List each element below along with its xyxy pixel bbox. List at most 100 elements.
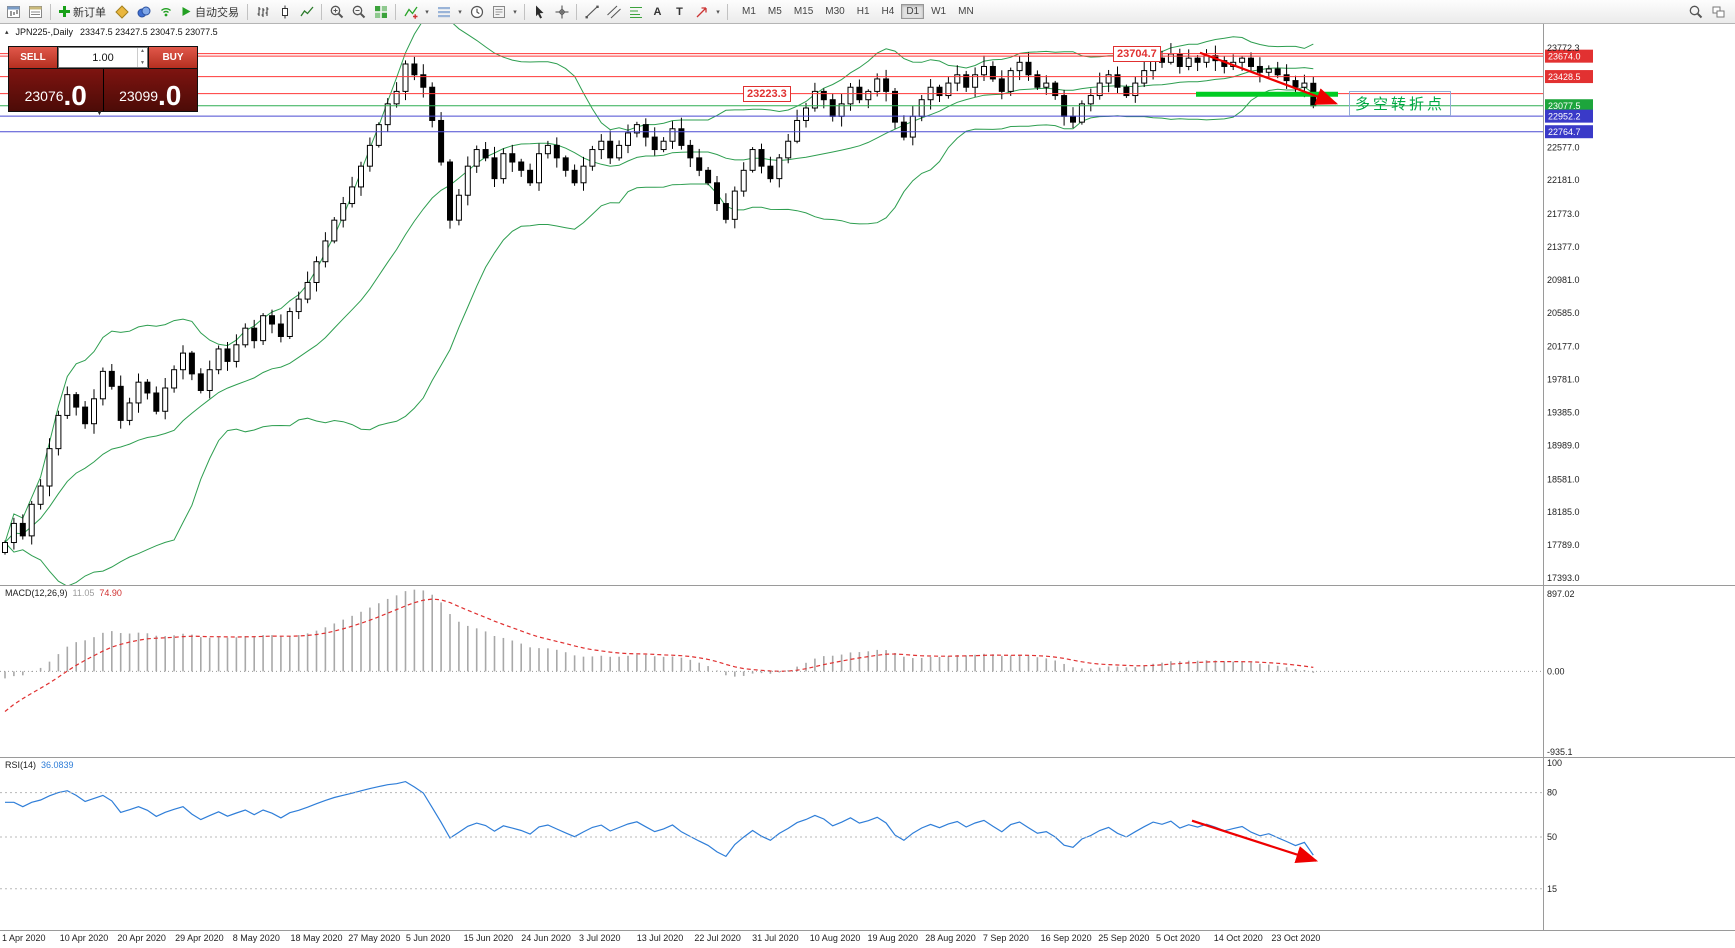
svg-text:18989.0: 18989.0: [1547, 440, 1580, 450]
timeframe-h1[interactable]: H1: [852, 4, 875, 19]
new-order-button[interactable]: 新订单: [55, 2, 110, 21]
volume-down-icon[interactable]: ▼: [140, 60, 145, 66]
candlestick-chart-button[interactable]: [274, 2, 295, 21]
zoom-in-icon: [330, 5, 343, 18]
profiles-button[interactable]: [25, 2, 46, 21]
timeframe-m5[interactable]: M5: [763, 4, 787, 19]
bar-chart-button[interactable]: [252, 2, 273, 21]
svg-text:19781.0: 19781.0: [1547, 375, 1580, 385]
zoom-out-button[interactable]: [348, 2, 369, 21]
periods-icon: [437, 6, 450, 17]
svg-text:13 Jul 2020: 13 Jul 2020: [637, 933, 684, 943]
profiles-icon: [28, 5, 42, 18]
new-chart-icon: [6, 5, 20, 18]
svg-text:31 Jul 2020: 31 Jul 2020: [752, 933, 799, 943]
zoom-in-button[interactable]: [326, 2, 347, 21]
search-button[interactable]: [1685, 2, 1706, 21]
svg-text:18 May 2020: 18 May 2020: [291, 933, 343, 943]
channel-button[interactable]: [603, 2, 624, 21]
market-depth-button[interactable]: [111, 2, 132, 21]
label-tool-button[interactable]: T: [669, 2, 690, 21]
svg-text:25 Sep 2020: 25 Sep 2020: [1098, 933, 1149, 943]
svg-text:20 Apr 2020: 20 Apr 2020: [117, 933, 166, 943]
new-chart-button[interactable]: [3, 2, 24, 21]
turning-point-annotation[interactable]: 多空转折点: [1349, 91, 1452, 116]
sell-price[interactable]: 23076.0: [9, 69, 103, 111]
fibonacci-button[interactable]: [625, 2, 646, 21]
trade-panel-top-row: SELL 1.00 ▲ ▼ BUY: [9, 47, 197, 68]
svg-text:22181.0: 22181.0: [1547, 175, 1580, 185]
timeframe-d1[interactable]: D1: [901, 4, 925, 19]
text-tool-button[interactable]: A: [647, 2, 668, 21]
timeframe-m30[interactable]: M30: [820, 4, 849, 19]
data-window-button[interactable]: [133, 2, 154, 21]
zoom-out-icon: [352, 5, 365, 18]
svg-text:24 Jun 2020: 24 Jun 2020: [521, 933, 571, 943]
trade-panel-collapse-icon[interactable]: ▼: [96, 110, 103, 117]
templates-menu-caret[interactable]: ▾: [513, 8, 517, 16]
objects-menu-caret[interactable]: ▾: [716, 8, 720, 16]
buy-price[interactable]: 23099.0: [102, 69, 197, 111]
svg-text:20585.0: 20585.0: [1547, 308, 1580, 318]
resistance-price-tag[interactable]: 23704.7: [1113, 46, 1161, 62]
volume-input[interactable]: 1.00 ▲ ▼: [58, 47, 148, 68]
svg-text:22764.7: 22764.7: [1548, 127, 1581, 137]
text-tool-icon: A: [653, 5, 662, 18]
timeframe-mn[interactable]: MN: [953, 4, 979, 19]
indicators-menu-caret[interactable]: ▾: [425, 8, 429, 16]
svg-text:16 Sep 2020: 16 Sep 2020: [1041, 933, 1092, 943]
periods-button[interactable]: [433, 2, 454, 21]
indicators-button[interactable]: [400, 2, 421, 21]
templates-button[interactable]: [488, 2, 509, 21]
volume-up-icon[interactable]: ▲: [140, 48, 145, 54]
sell-button[interactable]: SELL: [9, 47, 57, 68]
svg-text:14 Oct 2020: 14 Oct 2020: [1214, 933, 1263, 943]
toolbar-separator: [576, 3, 577, 20]
timeframe-h4[interactable]: H4: [877, 4, 900, 19]
ohlc-values: 23347.5 23427.5 23047.5 23077.5: [80, 27, 218, 37]
timeframe-m1[interactable]: M1: [737, 4, 761, 19]
signals-icon: [160, 7, 171, 16]
trendline-button[interactable]: [581, 2, 602, 21]
toolbar-separator: [395, 3, 396, 20]
timeframe-m15[interactable]: M15: [789, 4, 818, 19]
svg-text:897.02: 897.02: [1547, 589, 1575, 599]
windows-button[interactable]: [1708, 2, 1729, 21]
line-chart-button[interactable]: [296, 2, 317, 21]
rsi-name: RSI(14): [5, 760, 37, 770]
signals-button[interactable]: [155, 2, 176, 21]
toolbar-right-group: [1685, 2, 1732, 21]
periods-menu-caret[interactable]: ▾: [458, 8, 462, 16]
cursor-icon: [535, 5, 543, 18]
auto-trading-button[interactable]: 自动交易: [177, 2, 243, 21]
svg-text:28 Aug 2020: 28 Aug 2020: [925, 933, 976, 943]
rsi-indicator-label: RSI(14) 36.0839: [5, 760, 74, 770]
toolbar-separator: [247, 3, 248, 20]
timeframe-w1[interactable]: W1: [926, 4, 951, 19]
one-click-trading-panel: SELL 1.00 ▲ ▼ BUY 23076.0 23099.0: [8, 46, 198, 112]
svg-text:0.00: 0.00: [1547, 666, 1565, 676]
buy-button[interactable]: BUY: [149, 47, 197, 68]
arrow-tool-button[interactable]: [691, 2, 712, 21]
time-button[interactable]: [466, 2, 487, 21]
fibonacci-icon: [629, 6, 642, 18]
tile-windows-icon: [374, 5, 387, 18]
search-icon: [1689, 5, 1702, 18]
support-price-tag[interactable]: 23223.3: [743, 86, 791, 102]
volume-value: 1.00: [92, 51, 114, 64]
svg-text:23674.0: 23674.0: [1548, 52, 1581, 62]
svg-text:23428.5: 23428.5: [1548, 72, 1581, 82]
macd-indicator-label: MACD(12,26,9) 11.05 74.90: [5, 588, 122, 598]
candlestick-icon: [281, 5, 288, 18]
svg-text:18581.0: 18581.0: [1547, 474, 1580, 484]
toolbar-separator: [727, 3, 728, 20]
crosshair-button[interactable]: [551, 2, 572, 21]
macd-signal-value: 74.90: [99, 588, 122, 598]
tile-windows-button[interactable]: [370, 2, 391, 21]
svg-text:7 Sep 2020: 7 Sep 2020: [983, 933, 1029, 943]
cursor-button[interactable]: [529, 2, 550, 21]
collapse-panel-icon[interactable]: ▴: [5, 29, 9, 36]
new-order-label: 新订单: [73, 6, 106, 19]
